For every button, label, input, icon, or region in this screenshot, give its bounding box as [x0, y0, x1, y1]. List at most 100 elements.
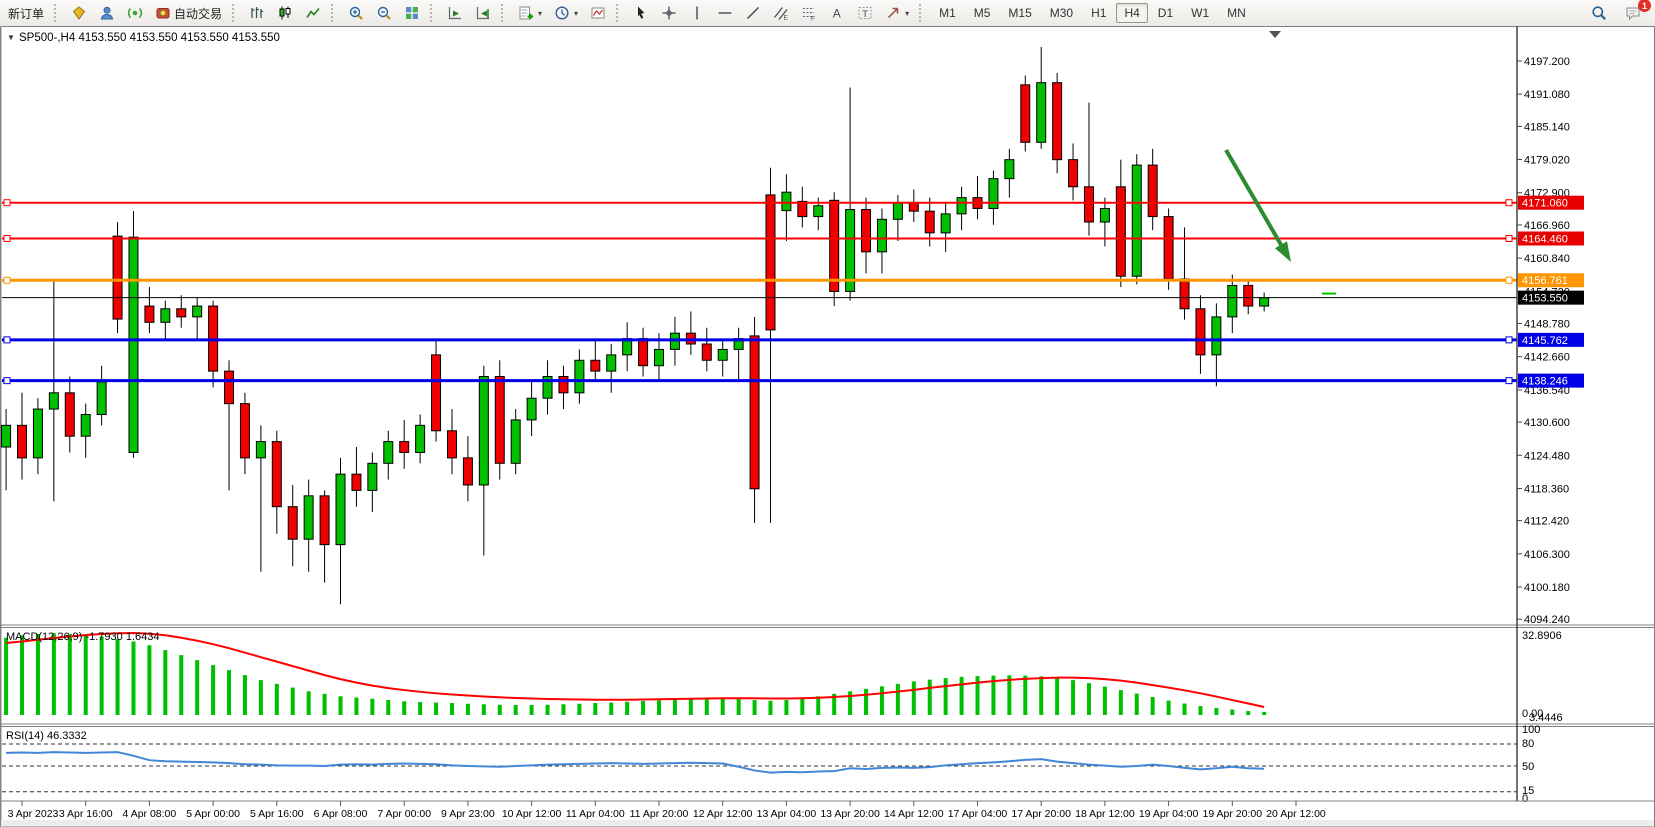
- candle: [32, 408, 43, 459]
- fibonacci-icon: F: [801, 5, 817, 21]
- line-anchor[interactable]: [1505, 276, 1513, 284]
- arrow-object[interactable]: [1224, 148, 1283, 247]
- zoom-in-button[interactable]: [343, 2, 369, 24]
- zoom-out-icon: [376, 5, 392, 21]
- symbol-dropdown-icon[interactable]: ▼: [7, 33, 15, 42]
- tf-mn[interactable]: MN: [1219, 3, 1254, 23]
- toolbar-separator: [232, 4, 239, 22]
- time-axis-label: 5 Apr 00:00: [186, 808, 240, 820]
- label-tool[interactable]: T: [852, 2, 878, 24]
- tf-m15[interactable]: M15: [1000, 3, 1039, 23]
- time-axis-label: 17 Apr 20:00: [1011, 808, 1071, 820]
- candle: [176, 308, 187, 318]
- new-order-button[interactable]: 新订单: [3, 2, 49, 25]
- candle: [988, 178, 999, 209]
- shapes-tool[interactable]: ▾: [880, 2, 914, 24]
- tf-m5-label: M5: [973, 6, 991, 20]
- chart-shift-marker[interactable]: [1269, 31, 1281, 38]
- candle: [144, 305, 155, 323]
- line-anchor[interactable]: [3, 199, 11, 207]
- bar-chart-icon: [249, 5, 265, 21]
- line-anchor[interactable]: [1505, 199, 1513, 207]
- price-badge: [1518, 231, 1584, 246]
- price-badge: [1518, 373, 1584, 388]
- new-chart-button[interactable]: ▾: [513, 2, 547, 24]
- toolbar-group: [340, 1, 428, 25]
- channel-icon: E: [773, 5, 789, 21]
- macd-axis-label: 0.00: [1522, 708, 1543, 720]
- toolbar: 新订单 自动交易 ▾ ▾ E F A T ▾ M1 M5 M15 M30 H1 H4 D1 W1 MN 1: [0, 0, 1655, 27]
- chart-shift-button[interactable]: [470, 2, 496, 24]
- tf-h4[interactable]: H4: [1116, 3, 1148, 23]
- chart-canvas[interactable]: ▼ SP500-,H4 4153.550 4153.550 4153.550 41…: [0, 26, 1655, 827]
- candle: [303, 495, 314, 540]
- auto-trading-button-label: 自动交易: [174, 6, 223, 21]
- candle: [1099, 207, 1110, 223]
- candle: [319, 495, 330, 546]
- vline-tool[interactable]: [684, 2, 710, 24]
- channel-tool[interactable]: E: [768, 2, 794, 24]
- candle: [1020, 84, 1031, 143]
- auto-scroll-button[interactable]: [442, 2, 468, 24]
- search-icon[interactable]: [1586, 2, 1612, 24]
- candle: [526, 397, 537, 421]
- tf-d1[interactable]: D1: [1150, 3, 1181, 23]
- notification-badge: 1: [1638, 0, 1651, 12]
- auto-scroll-icon: [447, 5, 463, 21]
- candle: [956, 197, 967, 215]
- svg-text:A: A: [833, 7, 841, 21]
- hline-tool[interactable]: [712, 2, 738, 24]
- profile-icon[interactable]: [94, 2, 120, 24]
- candle: [717, 348, 728, 361]
- tf-m1[interactable]: M1: [931, 3, 964, 23]
- candle-chart-button[interactable]: [272, 2, 298, 24]
- hline-icon: [717, 5, 733, 21]
- toolbar-separator: [430, 4, 437, 22]
- text-icon: A: [829, 5, 845, 21]
- fibonacci-tool[interactable]: F: [796, 2, 822, 24]
- candle: [654, 348, 665, 367]
- line-anchor[interactable]: [3, 276, 11, 284]
- template-button[interactable]: [585, 2, 611, 24]
- price-axis-label: 4142.660: [1524, 352, 1570, 364]
- toolbar-group: ▾ ▾: [510, 1, 614, 25]
- crosshair-tool[interactable]: [656, 2, 682, 24]
- period-button[interactable]: ▾: [549, 2, 583, 24]
- text-tool[interactable]: A: [824, 2, 850, 24]
- line-anchor[interactable]: [3, 377, 11, 385]
- tf-w1[interactable]: W1: [1183, 3, 1217, 23]
- tf-h1-label: H1: [1091, 6, 1107, 20]
- toolbar-right: 1: [1585, 0, 1655, 24]
- bar-chart-button[interactable]: [244, 2, 270, 24]
- price-badge-label: 4153.550: [1522, 293, 1568, 305]
- tf-m30[interactable]: M30: [1042, 3, 1081, 23]
- auto-trading-button[interactable]: 自动交易: [150, 2, 227, 25]
- tf-m5[interactable]: M5: [966, 3, 999, 23]
- signal-icon[interactable]: [122, 2, 148, 24]
- gem-icon[interactable]: [66, 2, 92, 24]
- line-anchor[interactable]: [3, 336, 11, 344]
- line-anchor[interactable]: [1505, 377, 1513, 385]
- candle: [558, 376, 569, 394]
- template-icon: [590, 5, 606, 21]
- chevron-down-icon: ▾: [574, 8, 579, 18]
- cursor-tool[interactable]: [628, 2, 654, 24]
- rsi-label: RSI(14) 46.3332: [6, 730, 87, 742]
- price-badge: [1518, 273, 1584, 288]
- rsi-axis-label: 50: [1522, 761, 1534, 773]
- candle: [478, 376, 489, 486]
- line-anchor[interactable]: [1505, 336, 1513, 344]
- line-chart-button[interactable]: [300, 2, 326, 24]
- rsi-line: [6, 751, 1265, 774]
- toolbar-group: [241, 1, 329, 25]
- candle: [781, 191, 792, 212]
- toolbar-group: M1 M5 M15 M30 H1 H4 D1 W1 MN: [928, 1, 1257, 25]
- chat-icon[interactable]: 1: [1620, 0, 1651, 24]
- line-anchor[interactable]: [3, 234, 11, 242]
- tile-windows-button[interactable]: [399, 2, 425, 24]
- line-anchor[interactable]: [1505, 234, 1513, 242]
- tf-h1[interactable]: H1: [1083, 3, 1114, 23]
- trendline-tool[interactable]: [740, 2, 766, 24]
- zoom-out-button[interactable]: [371, 2, 397, 24]
